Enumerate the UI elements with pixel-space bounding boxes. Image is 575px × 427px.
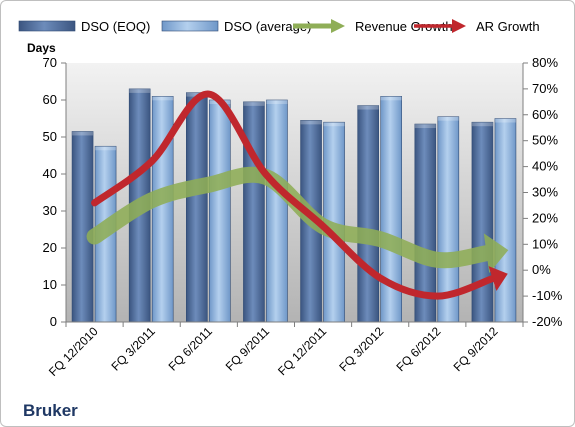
bar-cap-dso-eoq-3 [243,101,265,106]
x-tick-label-5: FQ 3/2012 [336,324,386,374]
bar-cap-dso-average-5 [380,96,402,101]
right-tick-label-9: 70% [532,81,558,96]
x-tick-label-2: FQ 6/2011 [166,324,216,374]
right-tick-label-7: 50% [532,133,558,148]
bar-cap-dso-eoq-4 [300,120,322,125]
arrow-head-revenue-growth [483,233,509,273]
legend: DSO (EOQ) DSO (average) Revenue Growth AR G… [18,19,540,34]
bar-cap-dso-average-7 [494,118,516,123]
legend-label-dso-eoq: DSO (EOQ) [81,19,150,34]
legend-item-revenue-growth: Revenue Growth [293,19,453,34]
x-tick-label-4: FQ 12/2011 [275,324,329,378]
bar-cap-dso-eoq-6 [414,124,436,129]
right-tick-label-3: 10% [532,236,558,251]
bar-dso-average-7 [494,118,517,323]
bar-cap-dso-average-3 [266,100,288,104]
left-tick-label-5: 50 [43,129,57,144]
bar-cap-dso-eoq-1 [129,88,151,93]
left-tick-label-1: 10 [43,277,57,292]
left-tick-label-2: 20 [43,240,57,255]
x-tick-label-7: FQ 9/2012 [451,324,501,374]
legend-item-ar-growth: AR Growth [414,19,540,34]
right-tick-label-5: 30% [532,185,558,200]
left-tick-label-0: 0 [50,314,57,329]
right-tick-label-1: -10% [532,288,563,303]
legend-label-dso-average: DSO (average) [224,19,311,34]
right-tick-label-0: -20% [532,314,563,329]
x-tick-label-6: FQ 6/2012 [393,324,443,374]
bar-dso-average-3 [266,99,288,323]
bar-cap-dso-eoq-7 [471,122,493,127]
left-tick-label-4: 40 [43,166,57,181]
company-title: Bruker [23,401,78,420]
legend-arrow-head-ar-growth [452,19,466,33]
arrow-line-ar-growth [91,90,497,300]
legend-label-revenue-growth: Revenue Growth [355,19,453,34]
bar-dso-eoq-7 [471,121,494,323]
right-tick-label-10: 80% [532,55,558,70]
left-tick-label-3: 30 [43,203,57,218]
left-tick-label-7: 70 [43,55,57,70]
bar-cap-dso-average-4 [323,122,345,127]
arrow-head-ar-growth [488,266,508,291]
legend-item-dso-eoq: DSO (EOQ) [18,19,150,34]
bar-dso-eoq-3 [243,101,265,323]
legend-label-ar-growth: AR Growth [476,19,540,34]
bar-cap-dso-eoq-5 [357,105,379,110]
legend-swatch-dso-average [161,20,219,32]
legend-swatch-dso-eoq [18,20,76,32]
bar-dso-eoq-5 [357,105,379,323]
arrow-ar-growth [91,90,508,300]
bar-cap-dso-average-0 [95,146,117,151]
bar-cap-dso-average-6 [437,116,459,121]
bar-dso-average-2 [209,99,231,323]
legend-item-dso-average: DSO (average) [161,19,311,34]
right-tick-label-4: 20% [532,210,558,225]
left-tick-label-6: 60 [43,92,57,107]
left-axis-title: Days [27,41,56,55]
x-tick-label-3: FQ 9/2011 [223,324,273,374]
arrow-series [86,90,509,300]
right-tick-label-6: 40% [532,159,558,174]
right-tick-label-8: 60% [532,107,558,122]
bar-cap-dso-eoq-0 [72,131,94,136]
x-tick-label-0: FQ 12/2010 [46,324,101,379]
right-tick-label-2: 0% [532,262,551,277]
bar-dso-eoq-2 [186,92,208,323]
bar-cap-dso-average-1 [152,96,174,101]
x-tick-label-1: FQ 3/2011 [108,324,158,374]
bar-dso-eoq-0 [71,131,94,323]
legend-arrow-head-revenue-growth [331,19,345,33]
